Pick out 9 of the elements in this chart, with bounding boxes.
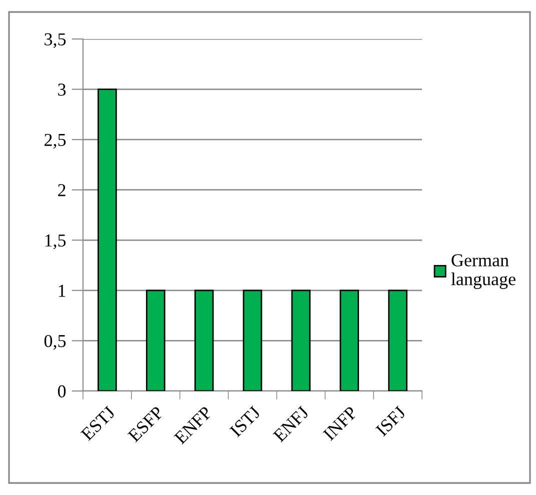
y-tick-label: 0,5 — [44, 334, 66, 350]
y-tick-label: 3,5 — [44, 33, 66, 48]
y-tick-label: 1,5 — [45, 234, 66, 250]
y-tick-label: 0 — [58, 385, 66, 398]
legend-label: German language — [451, 254, 516, 289]
y-tick-label: 2,5 — [44, 134, 66, 149]
y-tick-label: 1 — [58, 284, 66, 297]
y-tick-label: 3 — [58, 84, 66, 96]
y-tick-label: 2 — [58, 184, 66, 196]
